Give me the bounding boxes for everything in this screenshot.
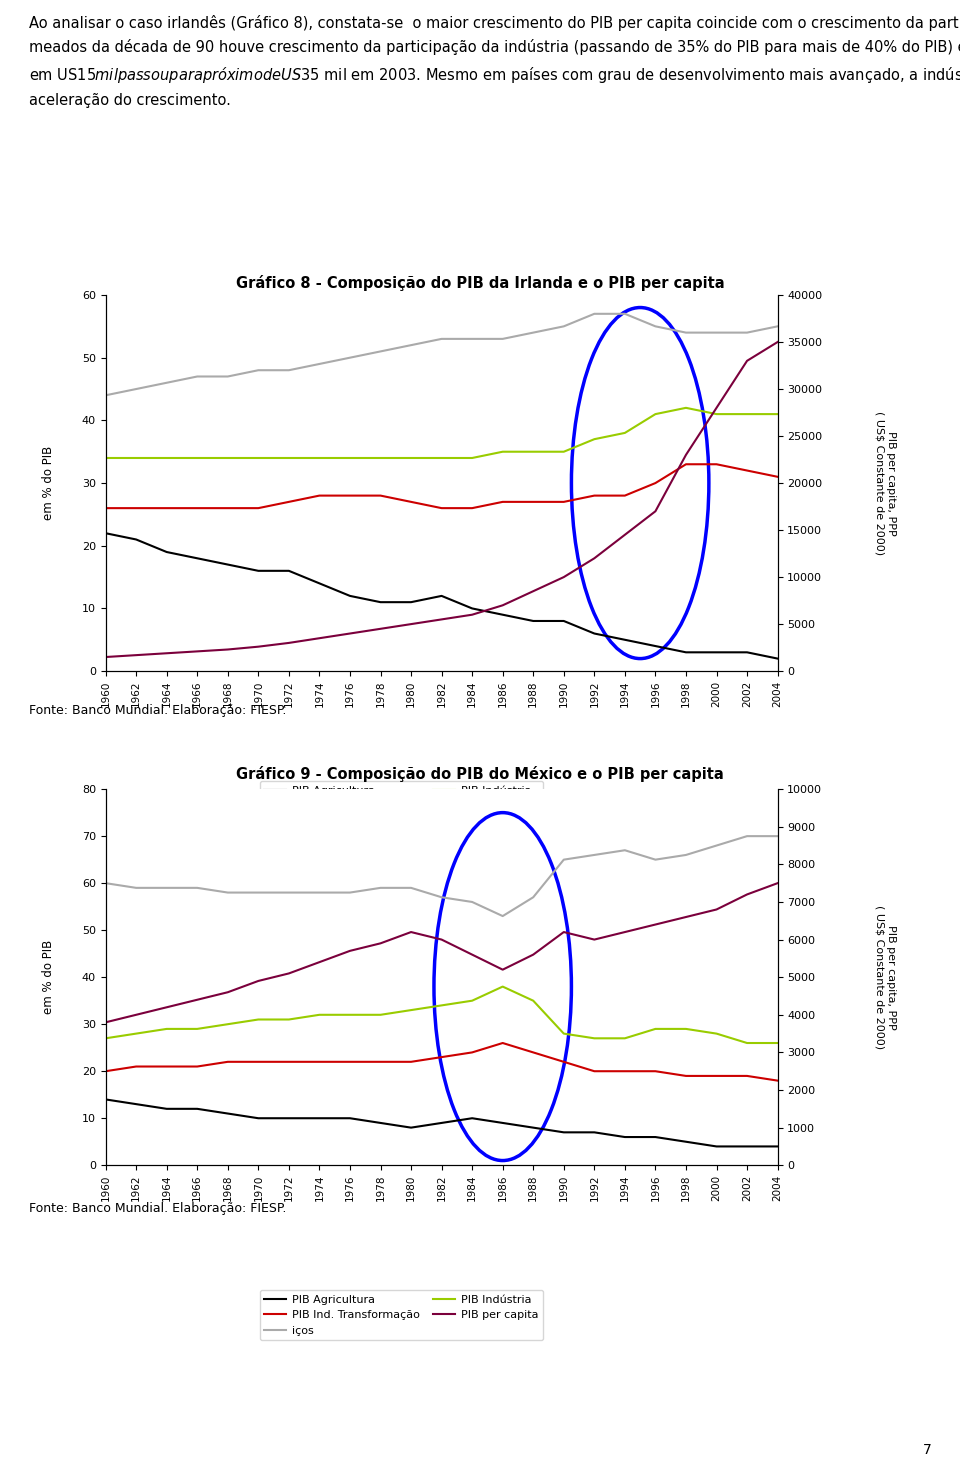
Text: Ao analisar o caso irlandês (Gráfico 8), constata-se  o maior crescimento do PIB: Ao analisar o caso irlandês (Gráfico 8),…: [29, 15, 960, 108]
Text: Gráfico 8 - Composição do PIB da Irlanda e o PIB per capita: Gráfico 8 - Composição do PIB da Irlanda…: [236, 274, 724, 291]
Y-axis label: em % do PIB: em % do PIB: [42, 445, 56, 521]
Y-axis label: PIB per capita, PPP
( US$ Constante de 2000): PIB per capita, PPP ( US$ Constante de 2…: [874, 906, 896, 1049]
Legend: PIB Agricultura, PIB Ind. Transformação, iços, PIB Indústria, PIB per capita: PIB Agricultura, PIB Ind. Transformação,…: [260, 1291, 542, 1341]
Text: Fonte: Banco Mundial. Elaboração: FIESP.: Fonte: Banco Mundial. Elaboração: FIESP.: [29, 704, 286, 717]
Text: 7: 7: [923, 1444, 931, 1457]
Y-axis label: PIB per capita, PPP
( US$ Constante de 2000): PIB per capita, PPP ( US$ Constante de 2…: [875, 412, 896, 555]
Text: Gráfico 9 - Composição do PIB do México e o PIB per capita: Gráfico 9 - Composição do PIB do México …: [236, 766, 724, 782]
Text: Fonte: Banco Mundial. Elaboração: FIESP.: Fonte: Banco Mundial. Elaboração: FIESP.: [29, 1202, 286, 1215]
Y-axis label: em % do PIB: em % do PIB: [42, 940, 56, 1015]
Legend: PIB Agricultura, PIB Ind. Transformação, PIB Serviços, PIB Indústria, PIB per ca: PIB Agricultura, PIB Ind. Transformação,…: [260, 782, 542, 830]
